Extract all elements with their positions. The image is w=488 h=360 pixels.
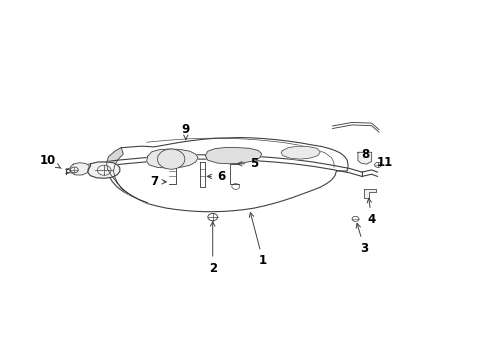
Text: 7: 7: [150, 175, 166, 188]
Text: 3: 3: [355, 223, 367, 255]
Text: 4: 4: [366, 198, 375, 226]
Polygon shape: [364, 189, 375, 198]
Text: 11: 11: [375, 156, 392, 169]
Text: 2: 2: [208, 222, 216, 275]
Text: 1: 1: [249, 212, 266, 267]
Polygon shape: [281, 146, 320, 159]
Text: 9: 9: [182, 123, 189, 139]
Text: 10: 10: [40, 154, 61, 168]
Polygon shape: [88, 162, 120, 178]
Polygon shape: [69, 163, 89, 175]
Polygon shape: [357, 152, 371, 164]
Polygon shape: [146, 149, 198, 168]
Polygon shape: [205, 148, 261, 164]
Polygon shape: [106, 148, 147, 203]
Polygon shape: [106, 138, 347, 212]
Circle shape: [157, 149, 184, 169]
Text: 6: 6: [207, 170, 224, 183]
Text: 8: 8: [361, 148, 369, 161]
Text: 5: 5: [237, 157, 258, 170]
